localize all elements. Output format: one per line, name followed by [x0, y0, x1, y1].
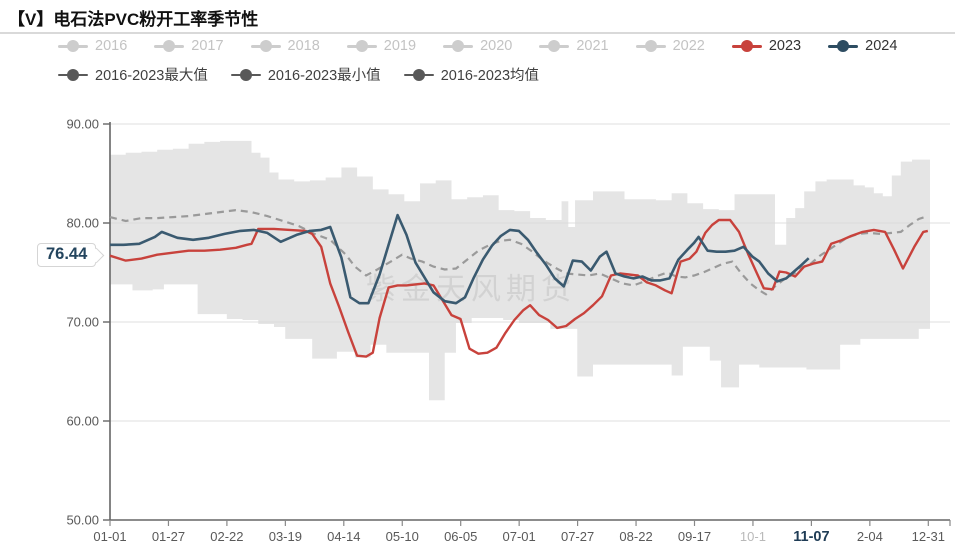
legend-item-2019[interactable]: 2019	[346, 38, 417, 54]
legend-item-2016[interactable]: 2016	[58, 38, 127, 54]
legend-item-2020[interactable]: 2020	[443, 38, 512, 54]
y-axis-label: 80.00	[66, 216, 99, 231]
page-title: 【V】电石法PVC粉开工率季节性	[8, 10, 259, 29]
legend-line-dot-marker	[58, 40, 88, 52]
legend-item-2017[interactable]: 2017	[154, 38, 224, 54]
legend-item-2016-2023[interactable]: 2016-2023均值	[403, 64, 540, 85]
legend-label: 2016	[95, 38, 128, 54]
legend-label: 2019	[383, 38, 417, 54]
legend-row-aggregates: 2016-2023最大值 2016-2023最小值 2016-2023均值	[58, 64, 539, 85]
legend-label: 2016-2023最小值	[267, 68, 381, 84]
x-axis-label-12-31: 12-31	[912, 529, 945, 544]
last-value-badge: 76.44	[37, 243, 105, 267]
legend-line-dot-marker	[828, 40, 859, 52]
legend-line-dot-marker	[230, 68, 261, 81]
legend-line-dot-marker	[635, 40, 666, 52]
legend-line-dot-marker	[403, 68, 434, 81]
legend-line-dot-marker	[539, 40, 570, 52]
legend-label: 2016-2023最大值	[95, 68, 208, 84]
x-axis-label-01-27: 01-27	[152, 529, 185, 544]
x-axis-label-11-07: 11-07	[793, 529, 829, 545]
x-axis-label-07-27: 07-27	[561, 529, 594, 544]
axes	[103, 122, 951, 526]
last-value-text: 76.44	[46, 245, 88, 263]
gridlines	[110, 123, 950, 422]
legend-marker-dot	[452, 40, 465, 52]
y-axis-label: 50.00	[66, 513, 99, 528]
legend-label: 2022	[672, 38, 705, 54]
legend-item-2016-2023[interactable]: 2016-2023最大值	[58, 64, 208, 85]
legend-marker-dot	[548, 40, 561, 52]
watermark: 紫金天风期货	[366, 273, 576, 306]
series-lines	[109, 208, 929, 358]
legend-label: 2023	[768, 38, 802, 54]
legend-item-2022[interactable]: 2022	[635, 38, 705, 54]
x-axis-label-10-1: 10-1	[740, 529, 766, 544]
legend-marker-dot	[740, 40, 753, 52]
legend-line-dot-marker	[443, 40, 474, 52]
legend-line-dot-marker	[250, 40, 281, 52]
x-axis-label-2-04: 2-04	[857, 529, 883, 544]
legend-marker-dot	[239, 68, 252, 81]
x-axis-label-01-01: 01-01	[93, 529, 126, 544]
legend-item-2016-2023[interactable]: 2016-2023最小值	[230, 64, 381, 85]
legend-line-dot-marker	[154, 40, 185, 52]
legend-label: 2018	[287, 38, 320, 54]
legend-marker-dot	[67, 68, 79, 81]
legend-label: 2021	[576, 38, 609, 54]
x-axis-label-04-14: 04-14	[327, 529, 360, 544]
x-axis-label-08-22: 08-22	[619, 529, 652, 544]
legend-label: 2020	[480, 38, 513, 54]
legend-line-dot-marker	[731, 40, 762, 52]
legend-label: 2024	[865, 38, 898, 54]
title-separator	[0, 32, 955, 34]
series-2024-line	[110, 213, 810, 305]
legend-label: 2017	[191, 38, 224, 54]
x-axis-label-05-10: 05-10	[386, 529, 419, 544]
legend-marker-dot	[412, 68, 425, 81]
legend-item-2018[interactable]: 2018	[250, 38, 320, 54]
y-axis-label: 90.00	[66, 117, 99, 132]
legend-label: 2016-2023均值	[440, 68, 540, 84]
legend-item-2024[interactable]: 2024	[828, 38, 897, 54]
legend-line-dot-marker	[58, 68, 88, 81]
y-axis-label: 60.00	[66, 414, 99, 429]
x-axis-label-02-22: 02-22	[210, 529, 243, 544]
legend-marker-dot	[259, 40, 272, 52]
legend-marker-dot	[163, 40, 176, 52]
legend-line-dot-marker	[346, 40, 377, 52]
x-axis-label-03-19: 03-19	[269, 529, 302, 544]
legend-marker-dot	[837, 40, 850, 52]
x-axis-label-06-05: 06-05	[444, 529, 477, 544]
legend-item-2021[interactable]: 2021	[539, 38, 609, 54]
legend-row-years: 2016 2017 2018 2019 2020 2021 2022 2023 2024	[58, 38, 897, 54]
y-axis-label: 70.00	[66, 315, 99, 330]
x-axis-label-07-01: 07-01	[503, 529, 536, 544]
legend-marker-dot	[644, 40, 657, 52]
legend-marker-dot	[67, 40, 79, 52]
legend-marker-dot	[355, 40, 368, 52]
min-max-band	[110, 140, 930, 401]
x-axis-label-09-17: 09-17	[678, 529, 711, 544]
legend-item-2023[interactable]: 2023	[731, 38, 802, 54]
